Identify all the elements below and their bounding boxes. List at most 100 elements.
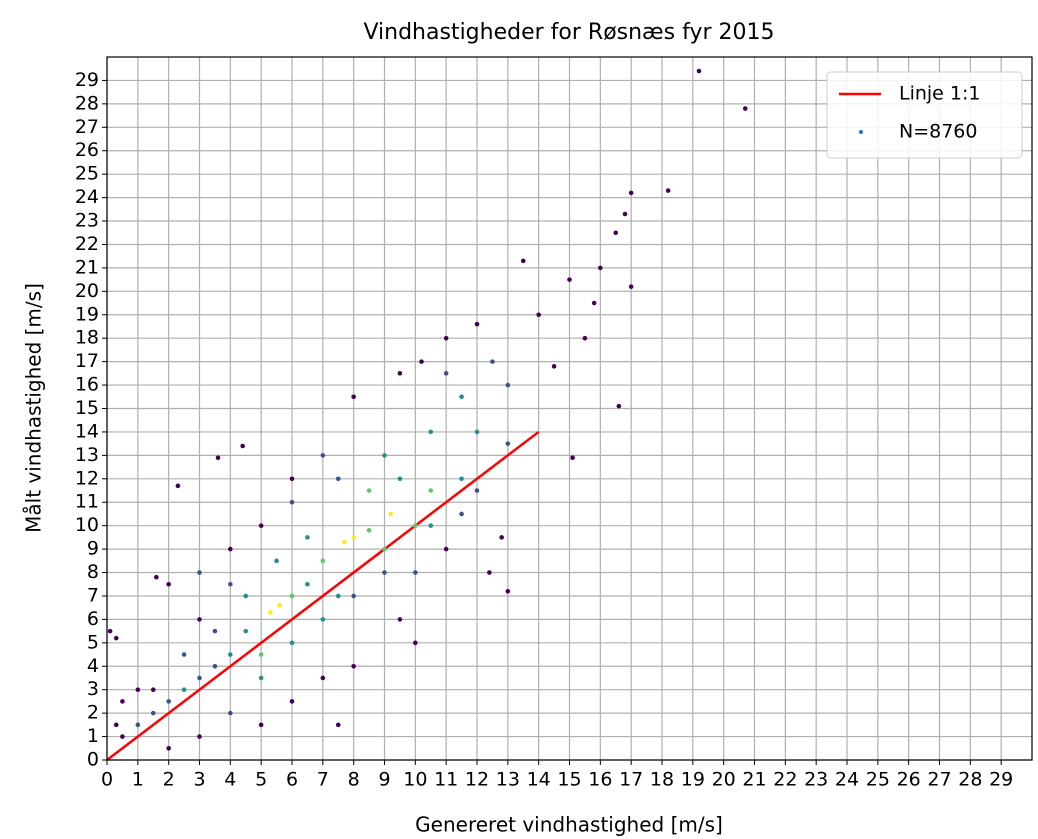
x-tick-label: 28 [958, 769, 982, 791]
scatter-point [505, 382, 511, 388]
y-tick-label: 13 [75, 444, 99, 466]
y-tick-label: 9 [87, 538, 99, 560]
scatter-point [443, 371, 449, 376]
scatter-point [258, 675, 264, 681]
scatter-point [154, 574, 159, 580]
scatter-point [289, 499, 295, 505]
scatter-point [443, 546, 449, 552]
x-tick-label: 25 [866, 769, 890, 791]
x-tick-label: 8 [348, 769, 360, 791]
scatter-point [443, 335, 449, 341]
x-tick-label: 17 [619, 769, 643, 791]
y-tick-label: 18 [75, 327, 99, 349]
scatter-point [419, 359, 424, 364]
x-tick-label: 24 [835, 769, 859, 791]
scatter-point [459, 394, 464, 400]
chart-title: Vindhastigheder for Røsnæs fyr 2015 [363, 20, 774, 45]
scatter-point [397, 617, 403, 622]
scatter-point [113, 635, 119, 641]
scatter-point [212, 628, 218, 634]
scatter-point [197, 734, 202, 739]
scatter-point [459, 511, 464, 517]
scatter-point [150, 710, 156, 716]
scatter-point [289, 640, 295, 646]
scatter-point [197, 617, 202, 622]
scatter-point [382, 546, 387, 552]
x-tick-label: 26 [897, 769, 921, 791]
x-tick-label: 3 [193, 769, 205, 791]
scatter-point [150, 687, 156, 692]
scatter-point [505, 588, 511, 594]
scatter-point [342, 539, 347, 545]
y-tick-label: 2 [87, 702, 99, 724]
y-tick-label: 4 [87, 655, 99, 677]
scatter-point [268, 610, 273, 615]
y-axis-label: Målt vindhastighed [m/s] [22, 283, 46, 533]
scatter-point [459, 476, 464, 482]
scatter-point [696, 68, 702, 74]
scatter-point [622, 211, 628, 217]
scatter-point [335, 476, 341, 482]
scatter-point [428, 429, 434, 435]
plot-frame [106, 56, 1033, 761]
legend-marker [859, 130, 863, 134]
y-tick-label: 3 [87, 678, 99, 700]
scatter-point [320, 675, 326, 681]
x-tick-label: 10 [403, 769, 427, 791]
scatter-point [351, 394, 356, 400]
y-tick-label: 17 [75, 350, 99, 372]
scatter-point [243, 628, 249, 634]
x-tick-label: 4 [224, 769, 236, 791]
scatter-point [212, 663, 218, 669]
scatter-point [428, 488, 434, 493]
scatter-point [397, 476, 403, 482]
scatter-point [228, 546, 233, 552]
scatter-point [120, 734, 125, 739]
scatter-point [413, 640, 418, 646]
scatter-point [166, 581, 171, 587]
y-tick-label: 19 [75, 303, 99, 325]
scatter-point [181, 652, 187, 657]
scatter-point [536, 312, 541, 318]
scatter-point [181, 687, 187, 692]
y-tick-label: 5 [87, 631, 99, 653]
y-tick-label: 23 [75, 210, 99, 232]
x-tick-label: 18 [650, 769, 674, 791]
scatter-point [228, 581, 233, 587]
scatter-point [135, 722, 141, 728]
x-tick-label: 11 [434, 769, 458, 791]
scatter-point [366, 488, 372, 493]
scatter-point [520, 258, 526, 264]
scatter-point [258, 523, 264, 528]
scatter-point [228, 710, 233, 716]
scatter-point [570, 455, 575, 461]
line-series [106, 430, 540, 761]
scatter-point [474, 488, 480, 493]
scatter-point [166, 745, 171, 751]
scatter-point [474, 429, 480, 435]
scatter-point [382, 570, 387, 575]
scatter-point [289, 699, 295, 704]
x-tick-label: 12 [465, 769, 489, 791]
scatter-point [258, 652, 264, 657]
scatter-point [598, 265, 603, 271]
scatter-point [388, 511, 393, 517]
scatter-point [320, 558, 326, 564]
scatter-point [289, 476, 295, 482]
scatter-point [628, 190, 634, 196]
scatter-point [258, 722, 264, 728]
x-tick-label: 6 [286, 769, 298, 791]
x-tick-label: 21 [742, 769, 766, 791]
scatter-point [215, 455, 221, 461]
y-tick-label: 16 [75, 374, 99, 396]
x-tick-label: 7 [317, 769, 329, 791]
y-tick-label: 24 [75, 186, 99, 208]
y-tick-label: 21 [75, 256, 99, 278]
legend-label: Linje 1:1 [899, 83, 981, 105]
x-tick-label: 1 [132, 769, 144, 791]
y-tick-label: 0 [87, 749, 99, 771]
scatter-point [113, 722, 119, 728]
scatter-point [107, 628, 113, 634]
scatter-point [413, 523, 418, 528]
scatter-point [120, 699, 125, 704]
